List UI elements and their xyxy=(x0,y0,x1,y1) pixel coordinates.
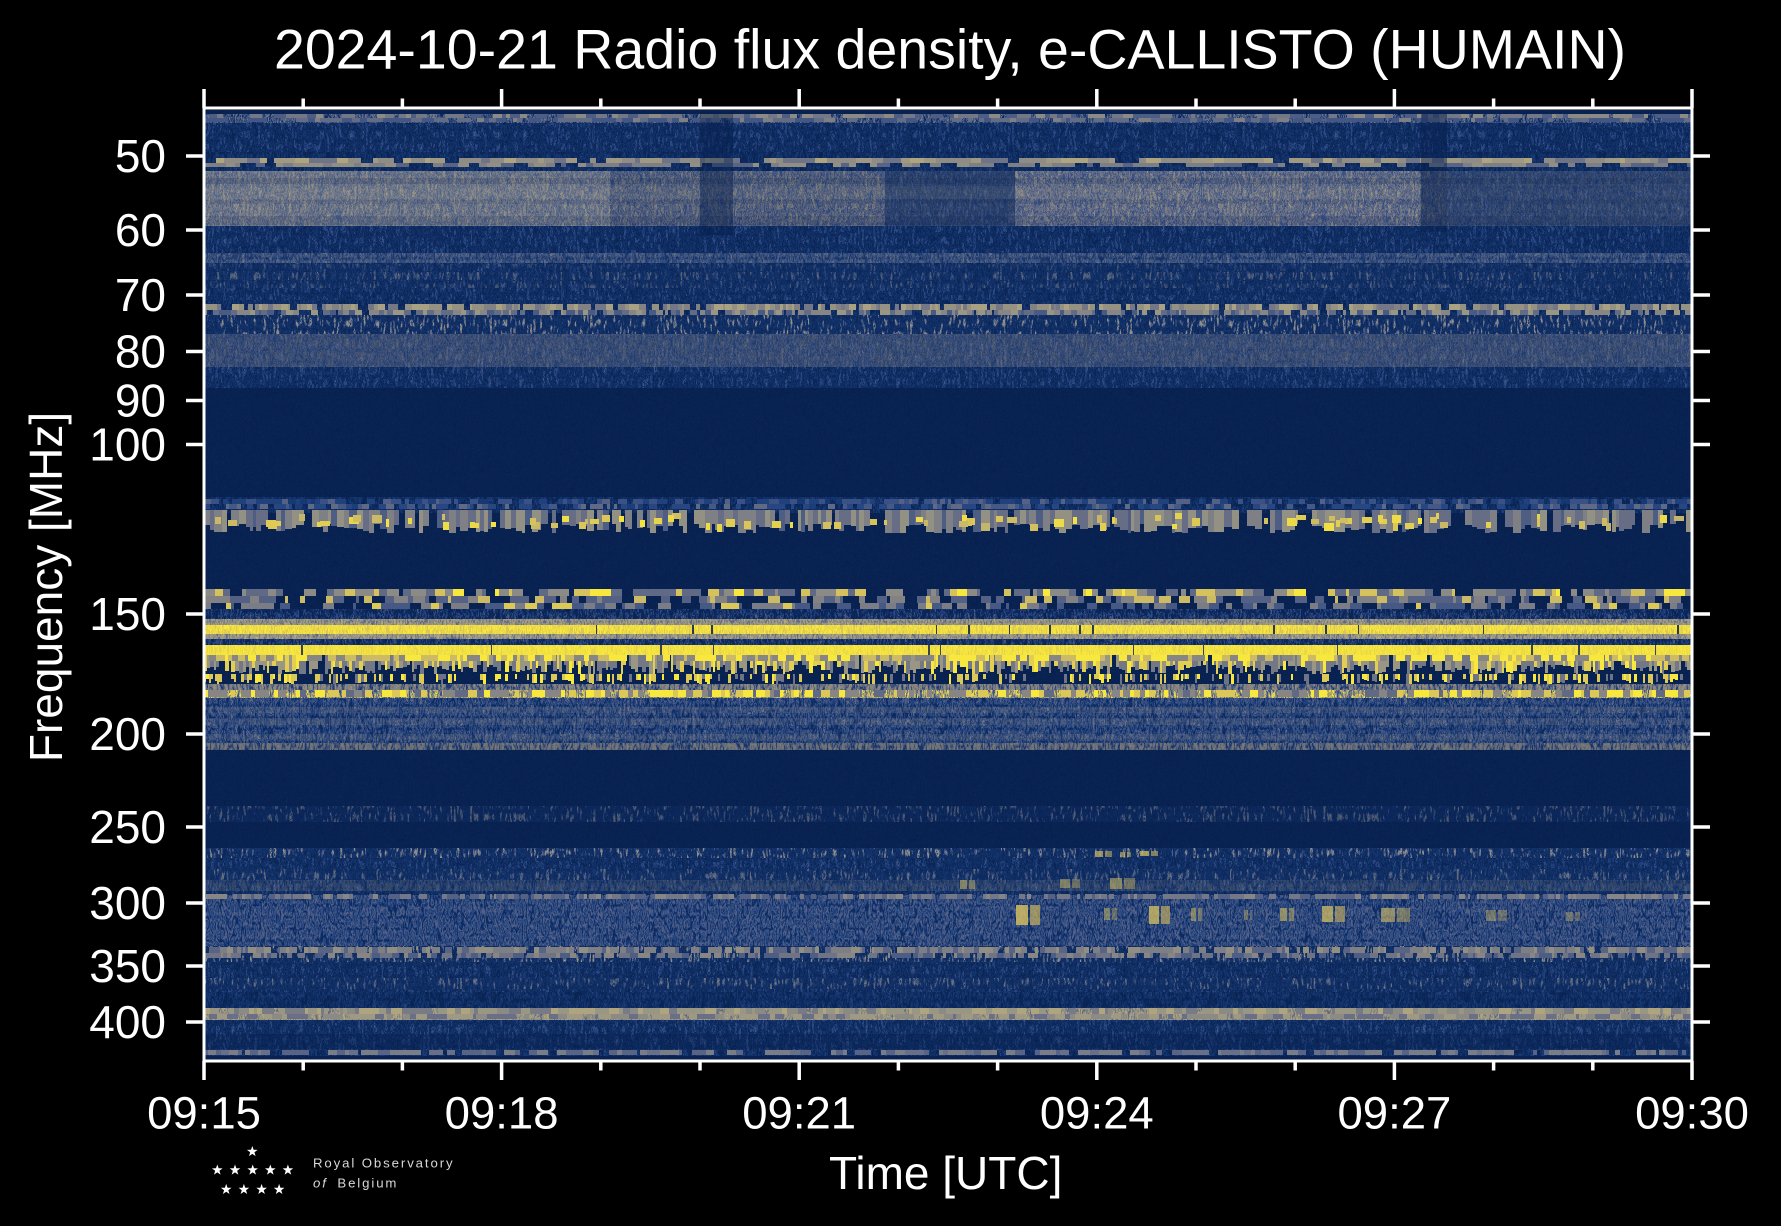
svg-text:80: 80 xyxy=(115,326,166,378)
svg-text:2024-10-21 Radio flux density,: 2024-10-21 Radio flux density, e-CALLIST… xyxy=(274,19,1626,81)
svg-text:09:18: 09:18 xyxy=(445,1088,559,1139)
svg-text:09:27: 09:27 xyxy=(1337,1088,1451,1139)
svg-text:50: 50 xyxy=(115,130,166,182)
svg-text:400: 400 xyxy=(89,996,166,1048)
svg-text:Royal Observatory: Royal Observatory xyxy=(313,1156,455,1171)
svg-text:70: 70 xyxy=(115,269,166,321)
svg-text:Time [UTC]: Time [UTC] xyxy=(829,1147,1062,1199)
svg-text:100: 100 xyxy=(89,419,166,471)
svg-text:300: 300 xyxy=(89,877,166,929)
svg-text:09:15: 09:15 xyxy=(147,1088,261,1139)
svg-text:350: 350 xyxy=(89,940,166,992)
svg-text:of Belgium: of Belgium xyxy=(313,1176,398,1191)
svg-text:200: 200 xyxy=(89,708,166,760)
svg-text:90: 90 xyxy=(115,375,166,427)
svg-text:150: 150 xyxy=(89,588,166,640)
svg-text:09:24: 09:24 xyxy=(1040,1088,1154,1139)
svg-text:09:30: 09:30 xyxy=(1635,1088,1749,1139)
svg-text:09:21: 09:21 xyxy=(742,1088,856,1139)
svg-text:Frequency [MHz]: Frequency [MHz] xyxy=(20,412,72,762)
svg-text:60: 60 xyxy=(115,204,166,256)
svg-text:250: 250 xyxy=(89,801,166,853)
